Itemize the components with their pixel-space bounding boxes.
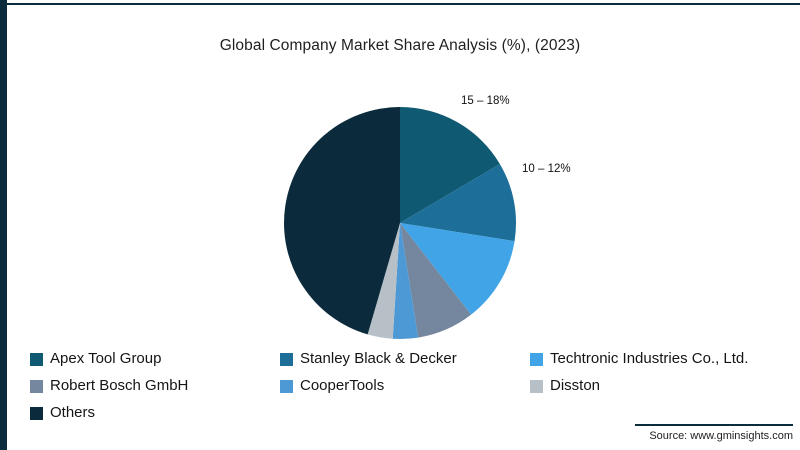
pie-slice-techtronic-industries-co-ltd [400, 223, 515, 315]
pie-slice-disston [367, 223, 400, 339]
legend-swatch-stanley-black-decker [280, 352, 293, 366]
top-border-line [0, 3, 800, 5]
legend-label: Techtronic Industries Co., Ltd. [550, 350, 749, 367]
legend-swatch-apex-tool-group [30, 352, 43, 366]
legend-label: Stanley Black & Decker [300, 350, 457, 367]
pie-slice-stanley-black-decker [400, 163, 516, 242]
legend-item-coopertools: CooperTools [280, 377, 530, 395]
chart-title: Global Company Market Share Analysis (%)… [219, 37, 581, 54]
legend-swatch-robert-bosch-gmbh [30, 379, 43, 393]
legend-swatch-disston [530, 379, 543, 393]
pie-slice-label: 15 – 18% [461, 95, 510, 107]
legend-item-others: Others [30, 404, 280, 422]
legend-item-techtronic-industries-co-ltd: Techtronic Industries Co., Ltd. [530, 350, 796, 368]
legend-label: Robert Bosch GmbH [50, 377, 189, 394]
legend-swatch-techtronic-industries-co-ltd [530, 352, 543, 366]
pie-slice-coopertools [392, 223, 419, 339]
legend-swatch-coopertools [280, 379, 293, 393]
legend-item-stanley-black-decker: Stanley Black & Decker [280, 350, 530, 368]
pie-slice-others [284, 107, 400, 335]
source-block: Source: www.gminsights.com [635, 424, 793, 442]
pie-slice-label: 10 – 12% [522, 163, 571, 175]
legend-item-disston: Disston [530, 377, 796, 395]
pie-slice-robert-bosch-gmbh [400, 223, 472, 338]
legend-label: Others [50, 404, 96, 421]
legend-label: CooperTools [300, 377, 385, 394]
legend-label: Disston [550, 377, 601, 394]
left-accent-bar [0, 0, 7, 450]
legend-item-apex-tool-group: Apex Tool Group [30, 350, 280, 368]
pie-slice-apex-tool-group [400, 107, 500, 223]
source-text: Source: www.gminsights.com [649, 430, 793, 442]
legend-swatch-others [30, 406, 43, 420]
legend: Apex Tool Group Stanley Black & Decker Tec… [30, 350, 796, 422]
legend-label: Apex Tool Group [50, 350, 162, 367]
legend-item-robert-bosch-gmbh: Robert Bosch GmbH [30, 377, 280, 395]
